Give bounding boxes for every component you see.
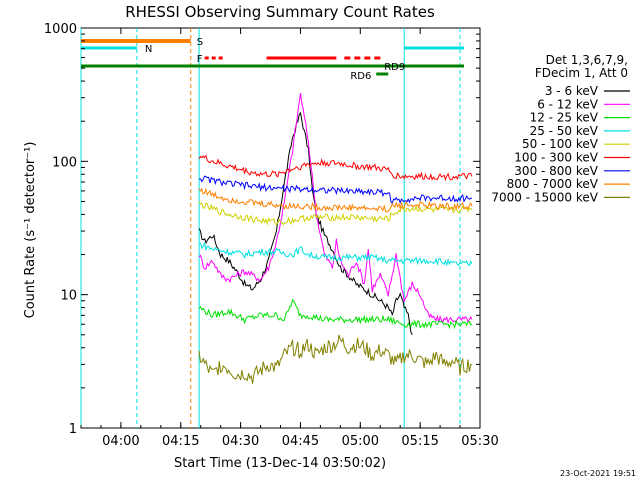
y-tick-label-2: 100	[52, 155, 77, 170]
x-tick-label-4: 05:00	[342, 434, 379, 449]
legend-label-7: 800 - 7000 keV	[507, 177, 599, 191]
series-line-0	[198, 111, 413, 335]
x-tick-label-2: 04:30	[222, 434, 259, 449]
y-tick-label-3: 1000	[44, 22, 77, 37]
legend-label-1: 6 - 12 keV	[537, 97, 599, 111]
x-axis-label: Start Time (13-Dec-14 03:50:02)	[174, 456, 386, 471]
legend-label-2: 12 - 25 keV	[530, 111, 599, 125]
x-tick-label-6: 05:30	[461, 434, 498, 449]
annotation-label-f: F	[197, 54, 203, 65]
x-tick-label-3: 04:45	[282, 434, 319, 449]
footer-timestamp: 23-Oct-2021 19:51	[560, 469, 636, 478]
annotation-label-n: N	[145, 44, 152, 55]
legend-header-line-1: FDecim 1, Att 0	[535, 66, 628, 80]
legend-label-4: 50 - 100 keV	[522, 137, 599, 151]
series-line-1	[198, 93, 473, 325]
y-tick-label-1: 10	[60, 289, 77, 304]
series-line-3	[199, 241, 473, 267]
annotations-layer: N SF RD6 RD9	[145, 37, 405, 82]
series-layer	[198, 93, 473, 384]
annotation-label-rd9: RD9	[384, 62, 405, 73]
state-markers-layer	[80, 28, 465, 428]
series-line-2	[198, 298, 473, 330]
legend-header: Det 1,3,6,7,9,FDecim 1, Att 0	[535, 53, 628, 80]
series-line-6	[198, 175, 473, 205]
chart-title: RHESSI Observing Summary Count Rates	[125, 3, 435, 21]
series-line-8	[198, 334, 473, 384]
legend-label-8: 7000 - 15000 keV	[491, 190, 598, 204]
legend-label-6: 300 - 800 keV	[514, 164, 598, 178]
x-tick-label-5: 05:15	[401, 434, 438, 449]
legend-header-line-0: Det 1,3,6,7,9,	[546, 53, 628, 67]
series-line-5	[198, 154, 473, 182]
legend-label-5: 100 - 300 keV	[514, 151, 598, 165]
series-line-7	[198, 187, 473, 213]
x-tick-label-0: 04:00	[102, 434, 139, 449]
legend-label-3: 25 - 50 keV	[530, 124, 599, 138]
annotation-label-s: S	[197, 37, 203, 48]
legend-label-0: 3 - 6 keV	[545, 84, 599, 98]
y-axis-label: Count Rate (s⁻¹ detector⁻¹)	[23, 142, 38, 319]
axis-ticks-layer: 04:00 04:15 04:30 04:45 05:00 05:15 05:30 1 10 10…	[44, 22, 499, 449]
annotation-label-rd6: RD6	[350, 71, 371, 82]
y-tick-label-0: 1	[69, 422, 77, 437]
x-tick-label-1: 04:15	[162, 434, 199, 449]
